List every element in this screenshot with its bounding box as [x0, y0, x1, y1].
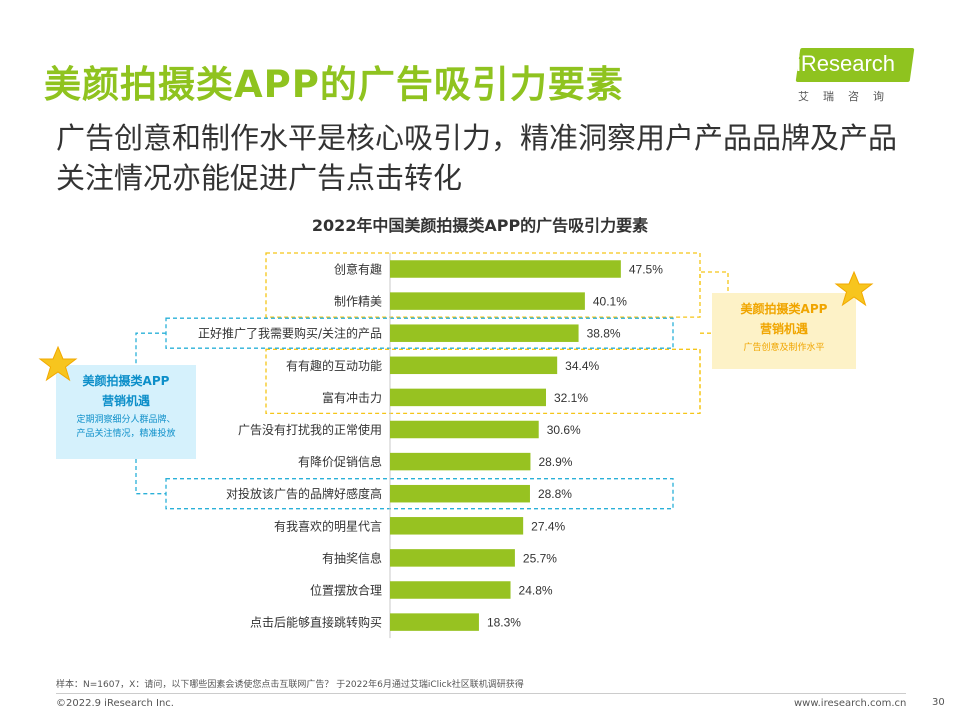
bar — [390, 517, 524, 535]
connector-line — [699, 271, 729, 293]
category-label: 广告没有打扰我的正常使用 — [238, 422, 382, 437]
value-label: 28.9% — [538, 455, 572, 469]
value-label: 18.3% — [487, 616, 521, 630]
value-label: 38.8% — [587, 327, 621, 341]
callout-left-heading-line1: 美颜拍摄类APP — [82, 374, 170, 388]
category-label: 点击后能够直接跳转购买 — [250, 615, 382, 630]
page-number: 30 — [932, 697, 945, 708]
bar — [390, 420, 539, 439]
bar — [390, 260, 621, 278]
bar — [390, 452, 531, 471]
callout-right-heading-line2: 营销机遇 — [759, 322, 808, 336]
value-label: 30.6% — [547, 423, 581, 437]
category-label: 位置摆放合理 — [310, 583, 382, 598]
bar — [390, 356, 558, 375]
star-icon — [38, 345, 78, 382]
value-label: 32.1% — [554, 391, 588, 405]
category-label: 有降价促销信息 — [298, 454, 382, 469]
bar — [390, 292, 585, 310]
bar — [390, 484, 530, 503]
connector-line — [135, 332, 166, 365]
category-label: 对投放该广告的品牌好感度高 — [226, 486, 382, 501]
callout-left-desc: 定期洞察细分人群品牌、 产品关注情况，精准投放 — [56, 411, 196, 441]
callout-right-heading: 美颜拍摄类APP 营销机遇 — [712, 293, 856, 339]
callout-left-desc-line2: 产品关注情况，精准投放 — [76, 429, 176, 439]
callout-left-heading-line2: 营销机遇 — [101, 394, 150, 408]
website-url: www.iresearch.com.cn — [794, 698, 907, 709]
category-label: 有有趣的互动功能 — [286, 358, 382, 373]
star-icon — [834, 270, 874, 307]
value-label: 24.8% — [519, 584, 553, 598]
yellow-group-frame — [265, 252, 701, 318]
logo-text: iResearch — [796, 51, 896, 76]
category-label: 制作精美 — [334, 295, 382, 309]
bar — [390, 549, 515, 567]
value-label: 27.4% — [531, 519, 565, 533]
copyright: ©2022.9 iResearch Inc. — [56, 698, 174, 709]
callout-left-heading: 美颜拍摄类APP 营销机遇 — [56, 365, 196, 411]
category-label: 正好推广了我需要购买/关注的产品 — [198, 326, 382, 341]
page-subtitle: 广告创意和制作水平是核心吸引力，精准洞察用户产品品牌及产品关注情况亦能促进广告点… — [56, 121, 898, 195]
bar — [390, 324, 579, 342]
value-label: 34.4% — [565, 359, 599, 373]
yellow-group-frame — [265, 348, 701, 415]
connector-line — [135, 459, 166, 495]
footnote: 样本：N=1607，X：请问，以下哪些因素会诱使您点击互联网广告？ 于2022年… — [56, 680, 524, 690]
callout-left-desc-line1: 定期洞察细分人群品牌、 — [76, 415, 176, 425]
category-label: 富有冲击力 — [322, 390, 382, 405]
category-label: 创意有趣 — [334, 262, 382, 277]
footer-divider — [56, 693, 906, 694]
value-label: 40.1% — [593, 295, 627, 309]
callout-right-desc: 广告创意及制作水平 — [743, 343, 825, 353]
category-label: 有我喜欢的明星代言 — [274, 518, 382, 533]
bar — [390, 613, 479, 631]
callout-right-heading-line1: 美颜拍摄类APP — [740, 302, 828, 316]
logo-subtext: 艾瑞咨询 — [798, 90, 898, 103]
category-label: 有抽奖信息 — [322, 550, 382, 565]
callout-right: 美颜拍摄类APP 营销机遇 广告创意及制作水平 — [712, 293, 856, 369]
value-label: 47.5% — [629, 263, 663, 277]
callout-left: 美颜拍摄类APP 营销机遇 定期洞察细分人群品牌、 产品关注情况，精准投放 — [56, 365, 196, 459]
value-label: 28.8% — [538, 487, 572, 501]
bar — [390, 581, 511, 599]
value-label: 25.7% — [523, 551, 557, 565]
chart-title: 2022年中国美颜拍摄类APP的广告吸引力要素 — [311, 216, 649, 235]
bar — [390, 388, 547, 407]
iresearch-logo: iResearch 艾瑞咨询 — [792, 48, 922, 110]
page-title: 美颜拍摄类APP的广告吸引力要素 — [44, 63, 624, 106]
